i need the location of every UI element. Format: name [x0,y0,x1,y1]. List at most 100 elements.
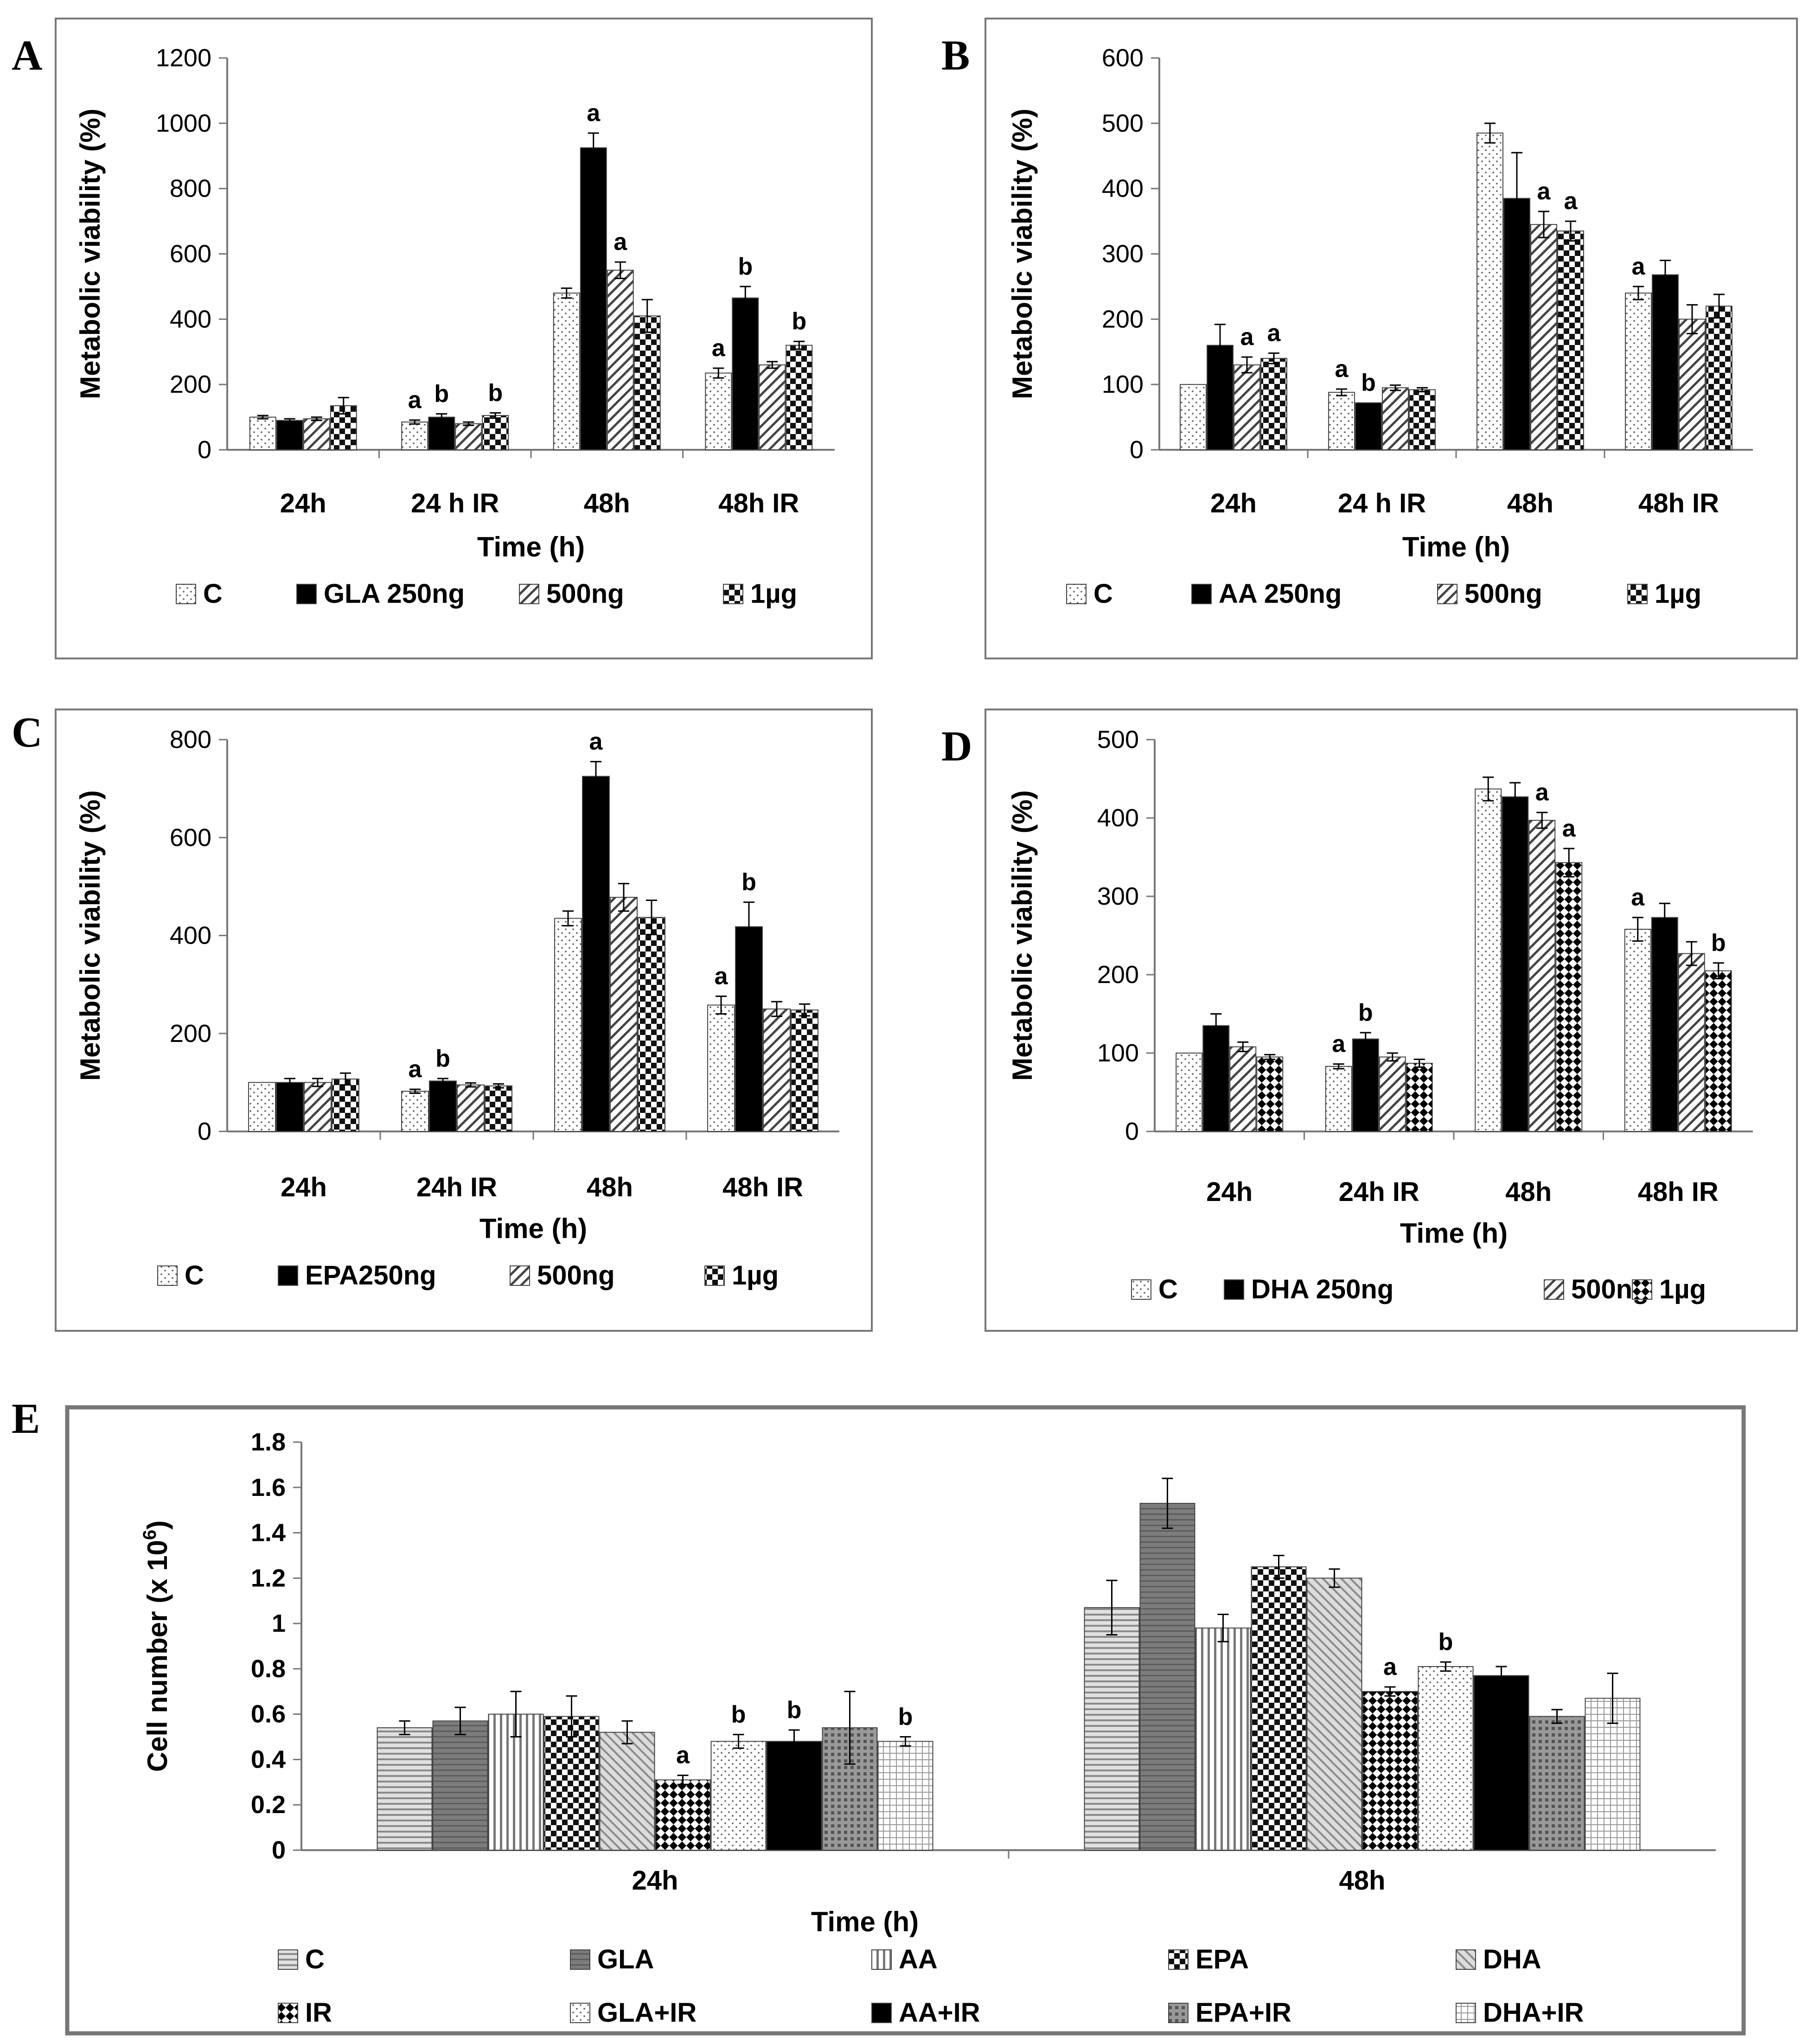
y-tick-label: 1 [272,1610,286,1637]
significance-label: a [1240,324,1254,351]
legend-label: DHA+IR [1483,1998,1584,2028]
significance-label: b [792,308,806,335]
bar [610,897,638,1132]
bar [1473,1675,1529,1851]
significance-label: b [738,253,753,280]
x-category-label: 24h IR [1339,1177,1419,1207]
bar [1706,306,1732,451]
bar [1195,1627,1251,1851]
x-category-label: 24h [280,488,326,518]
legend-label: C [185,1260,204,1290]
bar [1234,364,1260,451]
legend-swatch [1456,2003,1476,2023]
bar [633,315,661,451]
legend-swatch [1627,584,1648,604]
panel-d: D 0 100 200 300 400 500 Metabolic viability (%)… [941,709,1798,1332]
bar [638,917,665,1132]
panel-c: C 0 200 400 600 800 Metabolic viability (%) 24h… [12,709,873,1332]
legend-label: AA [899,1944,938,1974]
x-category-label: 48h IR [722,1172,803,1202]
y-tick-label: 300 [1097,882,1139,910]
bar [1529,1716,1585,1851]
significance-label: a [409,1056,422,1083]
bar [1528,820,1556,1132]
bar [1260,358,1287,450]
bar [1651,917,1678,1132]
bar [401,422,428,450]
significance-label: a [1564,188,1578,215]
bar [485,1085,512,1132]
bar [1352,1038,1379,1132]
y-axis-title: Cell number (x 106) [140,1520,173,1772]
y-tick-label: 200 [170,370,211,398]
legend-swatch [1437,584,1457,604]
bar [1084,1607,1140,1851]
y-tick-label: 0 [1130,436,1144,464]
y-tick-label: 1.6 [251,1474,286,1501]
legend-swatch [1191,584,1212,604]
significance-label: b [1711,930,1726,957]
legend-swatch [278,1949,298,1970]
x-axis-title: Time (h) [479,1213,587,1244]
y-tick-label: 1.4 [251,1519,286,1547]
x-axis-title: Time (h) [1402,531,1510,562]
bar [1229,1046,1257,1132]
legend-swatch [723,584,743,604]
y-tick-label: 100 [1102,370,1144,398]
x-category-label: 48h [584,488,630,518]
y-axis-title: Metabolic viability (%) [1007,790,1038,1081]
y-tick-label: 100 [1097,1039,1139,1067]
bar [432,1720,488,1851]
y-axis-title-end: ) [142,1520,173,1530]
bar [248,1082,276,1132]
bar [377,1727,433,1851]
bar [732,297,759,450]
y-tick-label: 200 [170,1020,211,1048]
x-category-label: 48h [587,1172,633,1202]
legend-label: GLA 250ng [324,579,465,609]
y-axis-title: Metabolic viability (%) [75,790,106,1081]
bar [455,423,482,451]
bar [1325,1066,1352,1132]
bar [553,293,580,450]
x-category-label: 24 h IR [411,488,499,518]
legend-swatch [1168,2003,1189,2023]
y-tick-label: 200 [1102,305,1144,333]
significance-label: a [1537,178,1551,205]
bar [766,1741,822,1851]
bar [786,345,813,451]
bar [543,1716,600,1851]
bar [1306,1578,1362,1851]
x-category-label: 48h IR [1638,488,1719,518]
significance-label: b [731,1701,746,1728]
bar [249,416,276,450]
legend-label: EPA+IR [1195,1998,1291,2028]
panel-label: A [12,32,42,79]
legend-swatch [1066,584,1087,604]
significance-label: a [1562,815,1576,842]
y-tick-label: 400 [170,922,211,950]
significance-label: b [434,381,449,408]
legend-swatch [1456,1949,1476,1970]
legend-swatch [871,2003,892,2023]
bar [707,1004,735,1132]
y-tick-label: 400 [170,305,211,333]
bar [1625,293,1652,450]
x-category-label: 48h IR [718,488,799,518]
significance-label: b [741,869,756,896]
bar [457,1084,485,1132]
significance-label: a [1335,356,1349,383]
significance-label: a [712,335,726,362]
y-tick-label: 400 [1102,175,1144,203]
legend-swatch [510,1265,530,1286]
y-tick-label: 0 [198,436,211,464]
y-tick-label: 1200 [156,44,211,72]
bar [1679,319,1706,450]
bar [1652,274,1679,450]
legend-label: EPA250ng [305,1260,436,1290]
y-tick-label: 0.8 [251,1655,286,1683]
y-tick-label: 600 [170,240,211,268]
y-axis-title-main: Cell number (x 10 [142,1540,173,1772]
panel-label: E [12,1395,40,1442]
